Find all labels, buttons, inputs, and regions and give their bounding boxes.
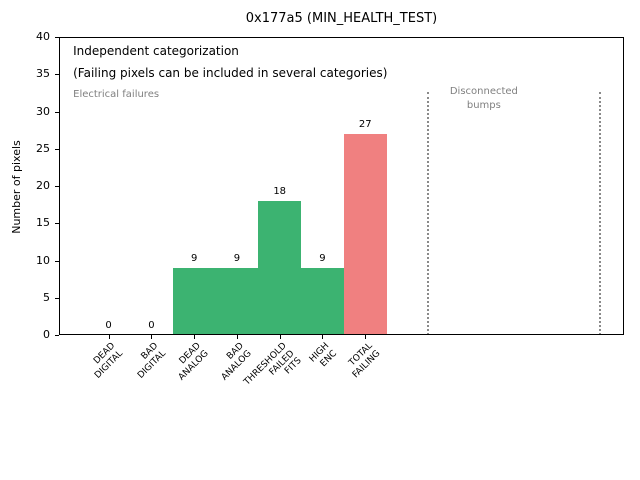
x-tick-mark [151,335,153,339]
bar-value-label: 9 [233,252,241,264]
bar [258,200,302,335]
y-tick-mark [55,335,59,336]
x-tick-mark [322,335,324,339]
bar-value-label: 27 [358,118,372,130]
y-axis-label: Number of pixels [10,140,23,234]
plot-area: 0 0 9 9 18 9 27 Independent categorization (Fail… [59,37,624,335]
bar-value-label: 9 [319,252,326,264]
dotted-separator-line [426,92,429,335]
disconnected-bumps-label: Disconnected bumps [449,85,518,112]
x-tick-mark [236,335,238,339]
chart-title: 0x177a5 (MIN_HEALTH_TEST) [245,11,438,26]
bar [301,267,344,335]
bar-value-label: 0 [105,320,112,331]
x-tick-mark [194,335,196,339]
x-tick-label: BAD DIGITAL [135,341,168,381]
bar [172,267,216,335]
independent-categorization-note: Independent categorization [73,43,239,58]
bar [215,267,259,335]
x-tick-mark [365,335,367,339]
dotted-separator-line [599,92,602,335]
electrical-failures-label: Electrical failures [73,89,160,101]
x-tick-label: DEAD ANALOG [176,341,211,383]
x-tick-label: DEAD DIGITAL [92,341,126,381]
x-tick-label: THRESHOLD FAILED FITS [242,341,304,388]
x-tick-label: HIGH ENC [308,341,339,369]
several-categories-note: (Failing pixels can be included in sever… [73,66,388,80]
bar [343,133,387,335]
bar-value-label: 18 [273,185,287,197]
bar-value-label: 0 [148,320,155,331]
x-tick-label: TOTAL FAILING [347,341,382,380]
x-tick-mark [108,335,110,339]
x-tick-label: BAD ANALOG [219,341,254,383]
bar-value-label: 9 [190,252,198,264]
x-tick-mark [279,335,281,339]
